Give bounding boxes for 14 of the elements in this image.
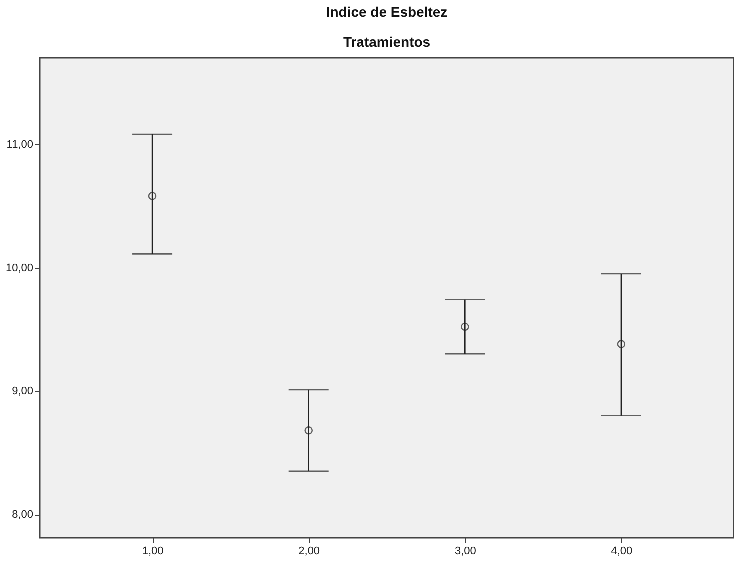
point xyxy=(461,322,470,332)
point xyxy=(617,340,626,348)
chart-title: Indice de Esbeltez xyxy=(326,4,448,20)
chart-subtitle: Tratamientos xyxy=(343,34,431,50)
x-tick-label: 3,00 xyxy=(454,546,476,558)
x-tick-label: 2,00 xyxy=(298,546,320,558)
y-tick-label: 10,00 xyxy=(6,262,34,274)
x-tick-label: 1,00 xyxy=(142,546,164,558)
y-tick-label: 8,00 xyxy=(12,509,34,522)
y-tick-label: 11,00 xyxy=(6,138,34,151)
x-tick-label: 4,00 xyxy=(611,546,633,558)
point xyxy=(148,192,157,200)
point xyxy=(304,426,313,435)
y-tick-label: 9,00 xyxy=(12,386,34,398)
